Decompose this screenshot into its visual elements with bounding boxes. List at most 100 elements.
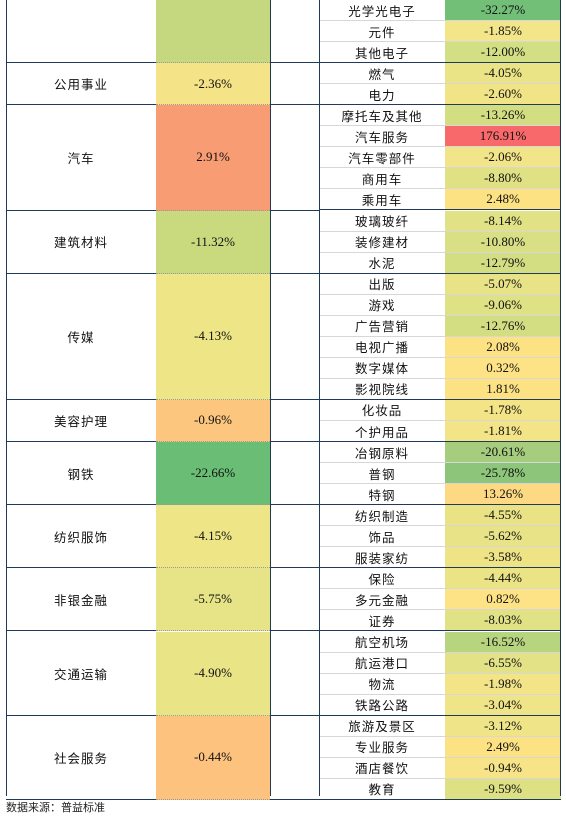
sector-name: 公用事业 — [6, 63, 156, 106]
sector-name: 美容护理 — [6, 400, 156, 443]
sub-industry-name: 铁路公路 — [319, 695, 445, 716]
sub-industry-name: 元件 — [319, 21, 445, 43]
sector-name — [6, 0, 156, 64]
spacer-cell — [270, 105, 319, 211]
sub-industry-return: 2.08% — [445, 336, 561, 358]
sub-industry-return: 2.49% — [445, 736, 561, 758]
sector-return: -5.75% — [156, 568, 270, 632]
sub-industry-return: -5.62% — [445, 526, 561, 548]
sub-industry-return: -1.85% — [445, 21, 561, 43]
sub-industry-return: -20.61% — [445, 442, 561, 464]
industry-return-table: 光学光电子 -32.27% 元件 -1.85% 其他电子 -12.00% 公用事业 -2.36… — [6, 0, 561, 800]
spacer-cell — [270, 568, 319, 632]
sub-industry-name: 商用车 — [319, 168, 445, 190]
sector-return: -4.15% — [156, 505, 270, 569]
spacer-cell — [270, 716, 319, 800]
sector-name: 汽车 — [6, 105, 156, 211]
sub-industry-return: -32.27% — [445, 0, 561, 22]
table-divider — [270, 0, 271, 796]
sub-industry-name: 出版 — [319, 274, 445, 295]
sub-industry-return: 1.81% — [445, 378, 561, 400]
sector-return: -11.32% — [156, 210, 270, 274]
sub-industry-name: 航运港口 — [319, 653, 445, 674]
sub-industry-name: 教育 — [319, 779, 445, 800]
sub-industry-return: 176.91% — [445, 126, 561, 148]
sub-industry-name: 摩托车及其他 — [319, 105, 445, 127]
spacer-cell — [270, 400, 319, 443]
sub-industry-name: 汽车服务 — [319, 126, 445, 148]
table-divider — [319, 0, 320, 796]
sub-industry-name: 保险 — [319, 568, 445, 590]
table-divider — [560, 0, 561, 796]
sub-industry-name: 光学光电子 — [319, 0, 445, 22]
sub-industry-name: 汽车零部件 — [319, 147, 445, 169]
sector-return: -22.66% — [156, 442, 270, 506]
spacer-cell — [270, 442, 319, 506]
sub-industry-return: -9.06% — [445, 294, 561, 316]
sub-industry-return: -4.05% — [445, 63, 561, 85]
spacer-cell — [270, 211, 319, 274]
sub-industry-return: -8.80% — [445, 168, 561, 190]
sub-industry-return: -16.52% — [445, 631, 561, 653]
spacer-cell — [270, 63, 319, 106]
sub-industry-return: -3.58% — [445, 547, 561, 569]
sub-industry-return: -12.00% — [445, 42, 561, 64]
sub-industry-return: 2.48% — [445, 189, 561, 211]
sub-industry-name: 玻璃玻纤 — [319, 211, 445, 232]
sub-industry-name: 电视广播 — [319, 337, 445, 358]
sub-industry-name: 装修建材 — [319, 232, 445, 253]
sub-industry-return: -12.76% — [445, 315, 561, 337]
sub-industry-name: 其他电子 — [319, 42, 445, 64]
sub-industry-name: 饰品 — [319, 526, 445, 548]
sub-industry-return: -6.55% — [445, 652, 561, 674]
sub-industry-return: 0.32% — [445, 357, 561, 379]
spacer-cell — [270, 505, 319, 569]
sector-name: 交通运输 — [6, 632, 156, 716]
spacer-cell — [270, 0, 319, 64]
sub-industry-return: -10.80% — [445, 231, 561, 253]
sub-industry-return: -12.79% — [445, 252, 561, 274]
sub-industry-return: -1.98% — [445, 673, 561, 695]
sub-industry-name: 特钢 — [319, 484, 445, 506]
sub-industry-return: -3.12% — [445, 715, 561, 737]
sub-industry-name: 水泥 — [319, 253, 445, 274]
sub-industry-name: 化妆品 — [319, 400, 445, 421]
sub-industry-return: -2.60% — [445, 84, 561, 106]
sub-industry-name: 广告营销 — [319, 316, 445, 337]
data-source-note: 数据来源：普益标准 — [6, 801, 105, 814]
sub-industry-name: 旅游及景区 — [319, 716, 445, 737]
sub-industry-return: -5.07% — [445, 273, 561, 295]
sub-industry-name: 燃气 — [319, 63, 445, 85]
sector-name: 传媒 — [6, 274, 156, 400]
sector-return: -4.90% — [156, 631, 270, 716]
sub-industry-name: 影视院线 — [319, 379, 445, 400]
sub-industry-return: -9.59% — [445, 778, 561, 800]
sub-industry-return: -1.78% — [445, 399, 561, 421]
sub-industry-name: 冶钢原料 — [319, 442, 445, 464]
sub-industry-name: 酒店餐饮 — [319, 758, 445, 779]
sector-return: 2.91% — [156, 105, 270, 211]
sector-return: -4.13% — [156, 273, 270, 400]
sub-industry-name: 物流 — [319, 674, 445, 695]
sub-industry-return: -4.44% — [445, 568, 561, 590]
sub-industry-return: -8.03% — [445, 610, 561, 632]
sub-industry-return: -3.04% — [445, 694, 561, 716]
sector-return — [156, 0, 270, 64]
sector-return: -0.96% — [156, 399, 270, 443]
sub-industry-name: 专业服务 — [319, 737, 445, 758]
sector-return: -2.36% — [156, 63, 270, 106]
table-divider — [6, 0, 7, 796]
sub-industry-return: -1.81% — [445, 421, 561, 443]
sub-industry-return: -4.55% — [445, 505, 561, 527]
sub-industry-name: 游戏 — [319, 295, 445, 316]
sector-return: -0.44% — [156, 715, 270, 800]
sub-industry-name: 多元金融 — [319, 589, 445, 611]
spacer-cell — [270, 632, 319, 716]
sector-name: 纺织服饰 — [6, 505, 156, 569]
sub-industry-return: -8.14% — [445, 210, 561, 232]
sector-name: 建筑材料 — [6, 211, 156, 274]
spacer-cell — [270, 274, 319, 400]
sub-industry-return: -25.78% — [445, 463, 561, 485]
sub-industry-name: 服装家纺 — [319, 547, 445, 569]
sub-industry-return: 13.26% — [445, 484, 561, 506]
